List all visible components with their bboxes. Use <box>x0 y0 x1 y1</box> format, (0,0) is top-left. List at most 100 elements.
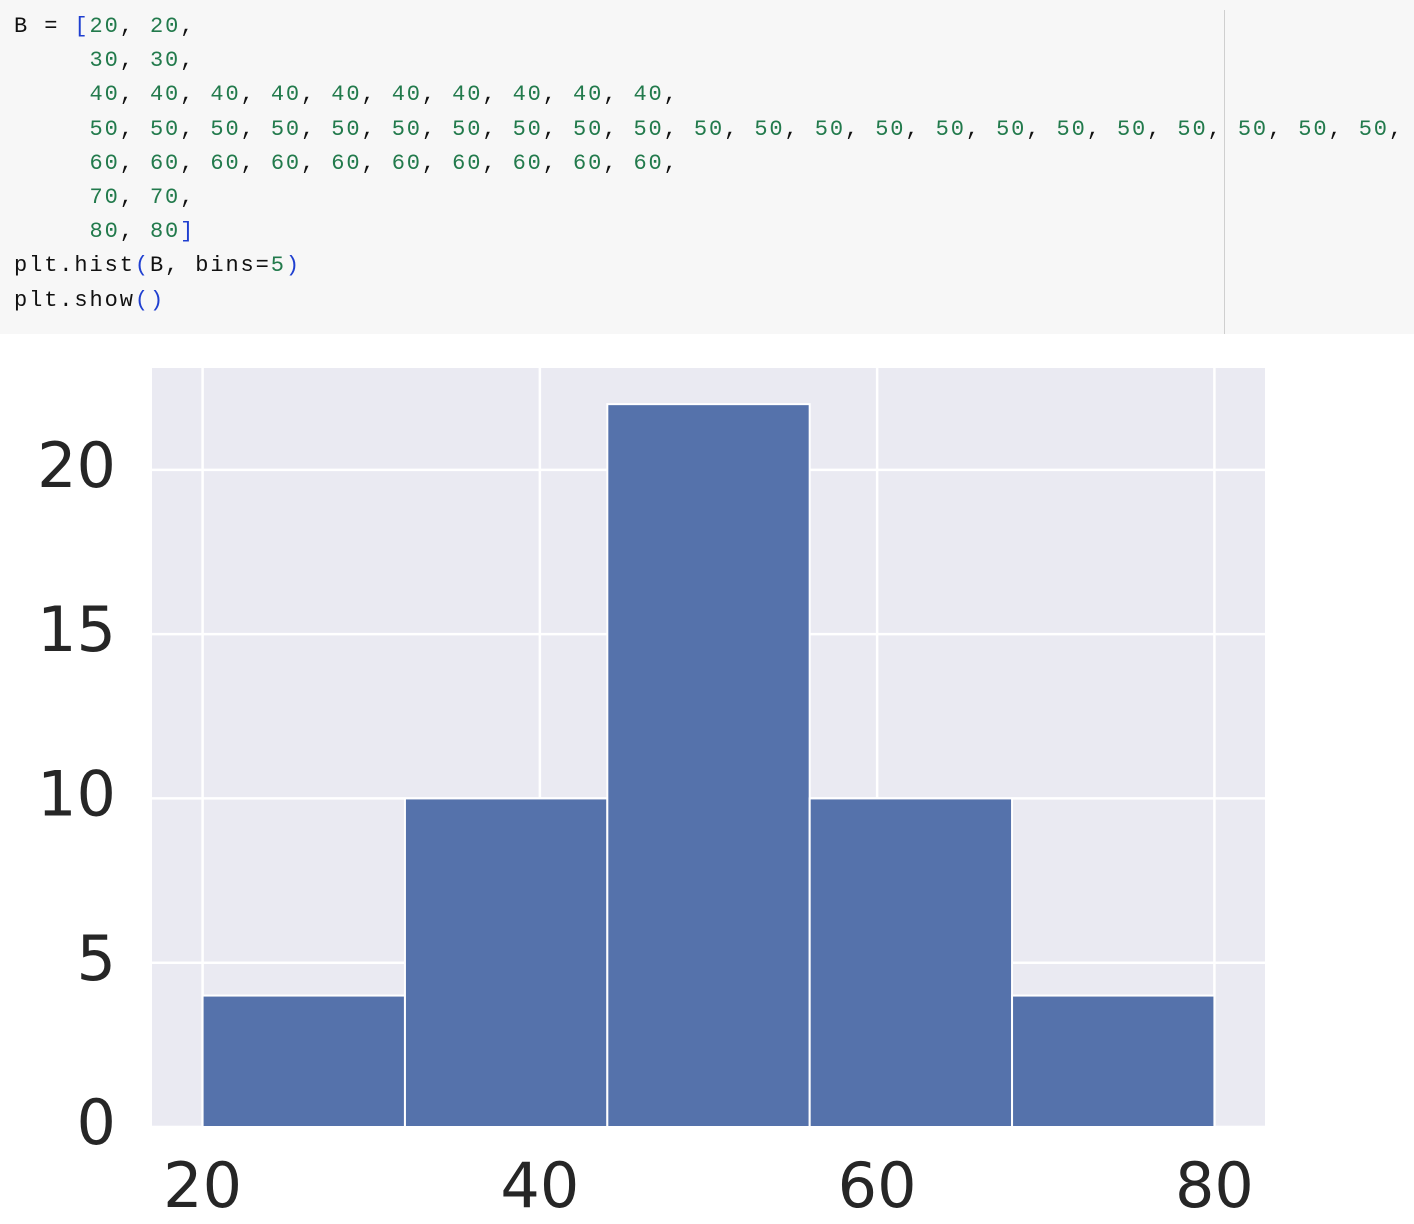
code-token: , <box>1086 116 1117 142</box>
code-token: 30 <box>149 48 181 74</box>
code-token: ( <box>134 253 150 279</box>
code-token: , <box>1026 116 1057 142</box>
code-token: , <box>301 82 332 108</box>
code-token: 50 <box>1177 116 1208 142</box>
code-token: , <box>180 116 211 142</box>
code-token: , <box>965 116 997 142</box>
code-token: 40 <box>573 82 604 108</box>
code-token: , <box>240 150 271 176</box>
code-cell: B = [20, 20, 30, 30, 40, 40, 40, 40, 40,… <box>0 0 1414 334</box>
code-token <box>14 185 90 210</box>
bar <box>606 403 811 1128</box>
code-token: 80 <box>89 219 120 245</box>
code-token: 20 <box>89 14 120 39</box>
code-token: 50 <box>1116 116 1148 142</box>
x-tick-label: 40 <box>500 1149 579 1222</box>
code-token: 50 <box>452 116 483 142</box>
code-token: 50 <box>935 116 966 142</box>
code-line: 80, 80] <box>14 215 1404 249</box>
code-line: plt.hist(B, bins=5) <box>14 249 1404 283</box>
code-token: 60 <box>512 150 543 176</box>
code-line: 60, 60, 60, 60, 60, 60, 60, 60, 60, 60, <box>14 147 1404 181</box>
code-token: ( <box>134 287 150 313</box>
code-line: 30, 30, <box>14 44 1404 78</box>
code-token <box>14 219 90 244</box>
code-token: 60 <box>270 150 302 176</box>
code-token <box>14 117 90 142</box>
code-token: 50 <box>391 116 422 142</box>
code-token: 50 <box>633 116 664 142</box>
code-token: B = <box>14 14 75 39</box>
code-token: 50 <box>512 116 543 142</box>
code-token: , <box>119 116 150 142</box>
code-token: , <box>421 82 453 108</box>
code-token: , <box>180 150 211 176</box>
code-token: 60 <box>149 150 181 176</box>
ruler-line <box>1224 10 1225 334</box>
code-line: 70, 70, <box>14 181 1404 215</box>
code-token: 50 <box>1056 116 1087 142</box>
code-token: 40 <box>270 82 302 108</box>
bar <box>808 797 1014 1128</box>
code-token: 50 <box>693 116 725 142</box>
code-token: , <box>663 150 679 176</box>
code-token: 20 <box>149 14 181 39</box>
code-token <box>14 82 90 107</box>
code-token: 40 <box>89 82 120 108</box>
code-token: , <box>482 150 513 176</box>
code-token: 60 <box>573 150 604 176</box>
code-token: , <box>663 82 679 108</box>
code-token: , <box>603 150 634 176</box>
code-token: 60 <box>210 150 241 176</box>
code-token: , <box>603 116 634 142</box>
code-token: , <box>119 82 150 108</box>
code-token: 40 <box>331 82 362 108</box>
code-token: , <box>1268 116 1299 142</box>
code-token: B, bins= <box>149 253 271 279</box>
code-token: 60 <box>89 150 120 176</box>
x-tick-label: 60 <box>838 1149 917 1222</box>
code-token: , <box>542 82 574 108</box>
code-token: , <box>542 116 574 142</box>
code-token: , <box>663 116 694 142</box>
code-token: 50 <box>814 116 845 142</box>
code-token: 50 <box>210 116 241 142</box>
code-token: , <box>180 14 196 39</box>
code-line: B = [20, 20, <box>14 10 1404 44</box>
bar <box>201 994 406 1128</box>
code-token: , <box>119 184 150 210</box>
code-token: , <box>240 82 271 108</box>
code-token: , <box>361 150 392 176</box>
code-token: 80 <box>149 219 181 245</box>
code-token: , <box>482 82 513 108</box>
code-token: , <box>421 116 453 142</box>
code-token: , <box>180 82 211 108</box>
code-token: 60 <box>391 150 422 176</box>
code-token: , <box>119 219 150 245</box>
code-token: , <box>1207 116 1238 142</box>
code-token: 50 <box>1358 116 1389 142</box>
code-token: , <box>1388 116 1405 142</box>
code-token: , <box>784 116 815 142</box>
code-line: plt.show() <box>14 284 1404 318</box>
code-token: 70 <box>89 184 120 210</box>
code-token: 50 <box>270 116 302 142</box>
code-token: , <box>301 116 332 142</box>
code-token: , <box>421 150 453 176</box>
code-token: 60 <box>633 150 664 176</box>
code-token: 40 <box>210 82 241 108</box>
code-line: 40, 40, 40, 40, 40, 40, 40, 40, 40, 40, <box>14 78 1404 112</box>
code-token: , <box>603 82 634 108</box>
code-token: , <box>542 150 574 176</box>
code-token: 50 <box>331 116 362 142</box>
code-token: 40 <box>391 82 422 108</box>
code-token: , <box>180 48 196 74</box>
y-tick-label: 15 <box>37 593 116 666</box>
code-token: plt.hist <box>14 253 135 279</box>
code-token: 40 <box>452 82 483 108</box>
code-block: B = [20, 20, 30, 30, 40, 40, 40, 40, 40,… <box>14 10 1404 318</box>
x-tick-label: 80 <box>1175 1149 1254 1222</box>
code-token: ] <box>180 219 196 245</box>
code-token: 50 <box>89 116 120 142</box>
